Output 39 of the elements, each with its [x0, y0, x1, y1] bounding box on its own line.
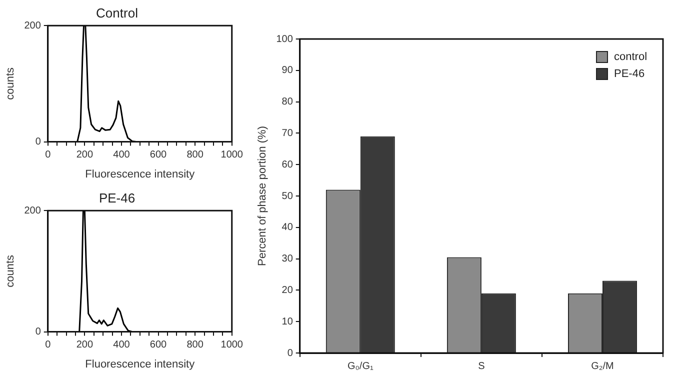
- chart-title: Control: [96, 5, 138, 20]
- y-axis-title: counts: [4, 67, 17, 100]
- y-tick-label: 40: [282, 222, 294, 234]
- y-axis-title: Percent of phase portion (%): [256, 126, 269, 266]
- x-tick-label: 400: [113, 150, 130, 161]
- y-tick-label: 0: [35, 326, 42, 338]
- y-tick-label: 0: [287, 348, 294, 359]
- x-tick-label: 0: [45, 340, 52, 351]
- x-axis-title: Fluorescence intensity: [85, 168, 196, 180]
- y-tick-label: 10: [282, 316, 294, 328]
- x-tick-label: 1000: [220, 150, 244, 161]
- y-tick-label: 90: [282, 65, 294, 76]
- y-tick-label: 60: [282, 159, 294, 170]
- x-tick-label: 200: [76, 150, 94, 161]
- x-tick-label: 0: [45, 150, 52, 161]
- y-axis-title: counts: [4, 254, 17, 288]
- x-tick-label: 400: [113, 340, 130, 351]
- y-tick-label: 200: [24, 205, 42, 216]
- legend-label: control: [614, 51, 648, 63]
- y-tick-label: 100: [276, 34, 294, 45]
- y-tick-label: 70: [282, 128, 294, 139]
- y-tick-label: 80: [282, 96, 294, 108]
- x-tick-label: 800: [186, 150, 204, 161]
- x-tick-label: 600: [150, 150, 168, 161]
- x-axis-title: Fluorescence intensity: [85, 358, 196, 370]
- y-tick-label: 30: [282, 254, 294, 265]
- x-tick-label: G₀/G₁: [347, 360, 374, 372]
- y-tick-label: 20: [282, 284, 294, 296]
- x-tick-label: 1000: [220, 340, 244, 351]
- y-tick-label: 200: [24, 20, 42, 32]
- chart-title: PE-46: [98, 190, 136, 206]
- x-tick-label: 200: [76, 340, 94, 351]
- x-tick-label: G₂/M: [591, 360, 614, 372]
- x-tick-label: 600: [150, 340, 168, 351]
- legend-label: PE-46: [614, 68, 645, 80]
- x-tick-label: 800: [186, 340, 204, 351]
- x-tick-label: S: [478, 360, 486, 372]
- y-tick-label: 0: [35, 136, 42, 148]
- y-tick-label: 50: [282, 190, 294, 202]
